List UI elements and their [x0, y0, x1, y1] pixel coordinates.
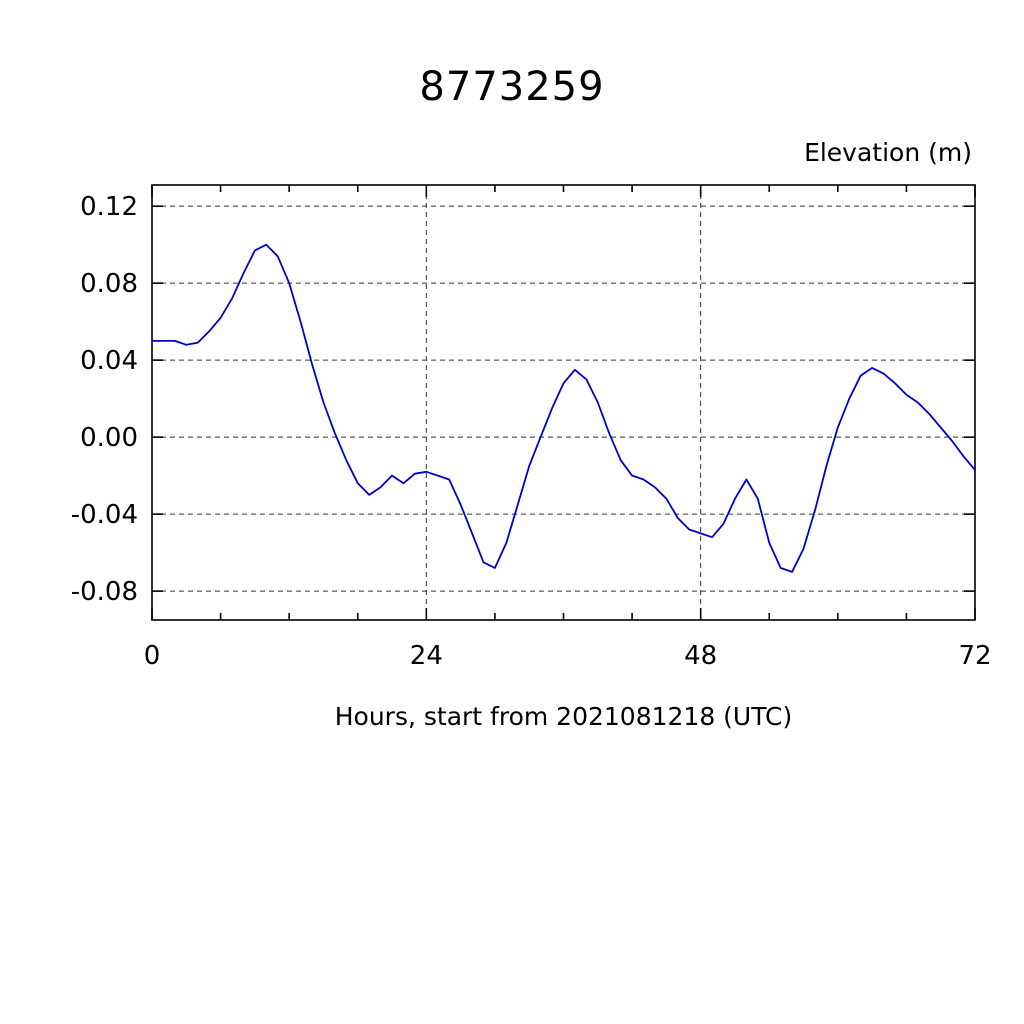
y-tick-label: 0.12 [80, 192, 138, 222]
chart-title: 8773259 [419, 64, 605, 110]
x-tick-label: 48 [684, 641, 717, 671]
x-tick-label: 24 [410, 641, 443, 671]
plot-area: 0 24 48 72 -0.08 -0.04 0.00 0.04 0.08 0.12 [71, 184, 992, 671]
y-tick-label: 0.04 [80, 346, 138, 376]
x-axis-label: Hours, start from 2021081218 (UTC) [334, 702, 793, 731]
plot-border [151, 184, 976, 621]
x-tick-label: 72 [958, 641, 991, 671]
x-tick-label: 0 [144, 641, 161, 671]
y-tick-label: -0.08 [71, 577, 138, 607]
y-tick-label: 0.08 [80, 269, 138, 299]
y-tick-label: 0.00 [80, 423, 138, 453]
data-line [151, 243, 976, 573]
y-axis-label: Elevation (m) [804, 138, 972, 167]
y-tick-label: -0.04 [71, 500, 138, 530]
